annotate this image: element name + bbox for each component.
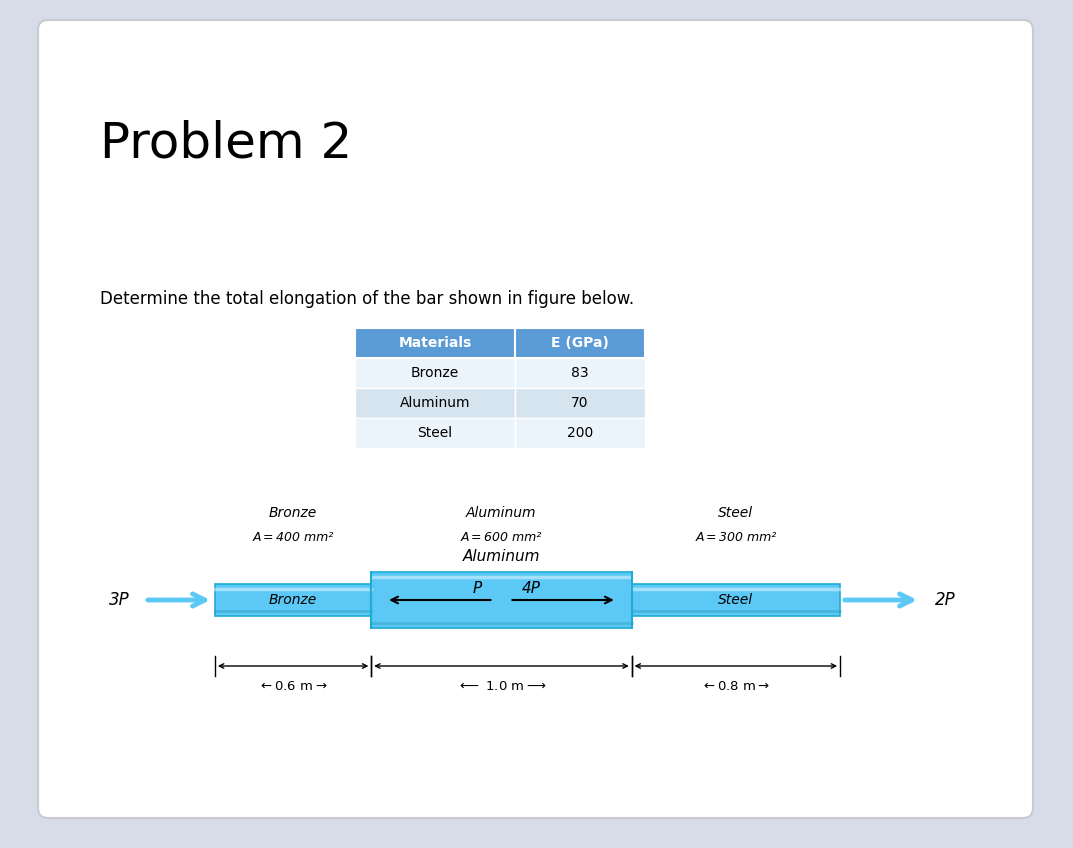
Text: Determine the total elongation of the bar shown in figure below.: Determine the total elongation of the ba… [100, 290, 634, 308]
FancyBboxPatch shape [38, 20, 1033, 818]
Text: E (GPa): E (GPa) [552, 336, 609, 350]
FancyBboxPatch shape [371, 572, 632, 628]
Text: Bronze: Bronze [269, 593, 318, 607]
Text: 200: 200 [567, 426, 593, 440]
FancyBboxPatch shape [355, 328, 515, 358]
Text: $\leftarrow$0.6 m$\rightarrow$: $\leftarrow$0.6 m$\rightarrow$ [259, 680, 328, 693]
FancyBboxPatch shape [515, 358, 645, 388]
Text: 70: 70 [571, 396, 589, 410]
Text: Steel: Steel [718, 506, 753, 520]
Text: Aluminum: Aluminum [462, 549, 540, 564]
Text: 2P: 2P [935, 591, 956, 609]
Text: 83: 83 [571, 366, 589, 380]
Text: P: P [472, 581, 482, 596]
Text: Aluminum: Aluminum [400, 396, 470, 410]
Text: A = 600 mm²: A = 600 mm² [460, 531, 542, 544]
FancyBboxPatch shape [515, 418, 645, 448]
Text: Bronze: Bronze [269, 506, 318, 520]
Text: Steel: Steel [417, 426, 453, 440]
FancyBboxPatch shape [515, 388, 645, 418]
Text: Bronze: Bronze [411, 366, 459, 380]
Text: Aluminum: Aluminum [466, 506, 536, 520]
FancyBboxPatch shape [215, 584, 371, 616]
Text: $\longleftarrow$ 1.0 m$\longrightarrow$: $\longleftarrow$ 1.0 m$\longrightarrow$ [457, 680, 546, 693]
Text: $\leftarrow$0.8 m$\rightarrow$: $\leftarrow$0.8 m$\rightarrow$ [702, 680, 770, 693]
FancyBboxPatch shape [355, 358, 515, 388]
Text: Steel: Steel [718, 593, 753, 607]
Text: A = 400 mm²: A = 400 mm² [252, 531, 334, 544]
FancyBboxPatch shape [355, 388, 515, 418]
FancyBboxPatch shape [355, 418, 515, 448]
Text: A = 300 mm²: A = 300 mm² [695, 531, 777, 544]
FancyBboxPatch shape [515, 328, 645, 358]
FancyBboxPatch shape [632, 584, 840, 616]
Text: 4P: 4P [521, 581, 541, 596]
Text: Problem 2: Problem 2 [100, 120, 352, 168]
Text: Materials: Materials [398, 336, 472, 350]
Text: 3P: 3P [109, 591, 130, 609]
